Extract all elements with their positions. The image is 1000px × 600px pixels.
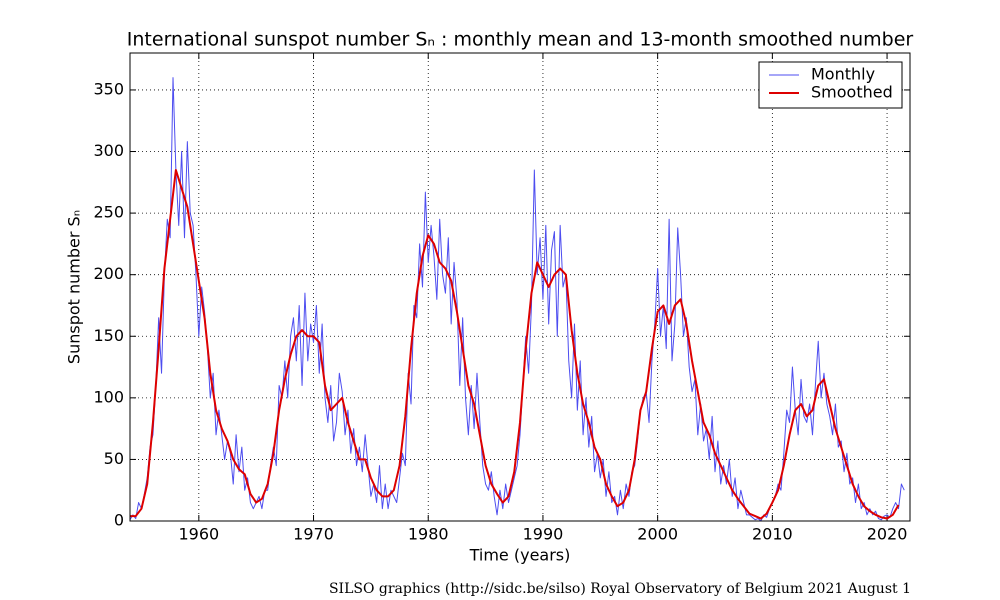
- y-tick-label: 200: [93, 264, 124, 283]
- legend-box: [758, 61, 903, 109]
- chart-title: International sunspot number Sₙ : monthl…: [127, 29, 914, 51]
- y-tick-label: 0: [114, 511, 124, 530]
- x-tick-label: 1970: [293, 525, 334, 544]
- footer: SILSO graphics (http://sidc.be/silso) Ro…: [329, 581, 911, 597]
- y-tick-label: 150: [93, 326, 124, 345]
- x-tick-label: 2010: [752, 525, 793, 544]
- plot-frame: [129, 52, 911, 522]
- y-tick-label: 300: [93, 141, 124, 160]
- x-tick-label: 2020: [867, 525, 908, 544]
- y-tick-label: 250: [93, 203, 124, 222]
- x-tick-label: 2000: [637, 525, 678, 544]
- x-tick-label: 1990: [523, 525, 564, 544]
- y-tick-label: 100: [93, 387, 124, 406]
- legend-label: Smoothed: [811, 83, 893, 102]
- y-tick-label: 350: [93, 79, 124, 98]
- legend-label: Monthly: [811, 65, 875, 84]
- series-line: [130, 169, 900, 520]
- x-tick-label: 1980: [408, 525, 449, 544]
- y-tick-label: 50: [104, 449, 124, 468]
- x-tick-label: 1960: [178, 525, 219, 544]
- x-axis-label: Time (years): [469, 546, 571, 565]
- y-axis-label: Sunspot number Sₙ: [65, 210, 84, 364]
